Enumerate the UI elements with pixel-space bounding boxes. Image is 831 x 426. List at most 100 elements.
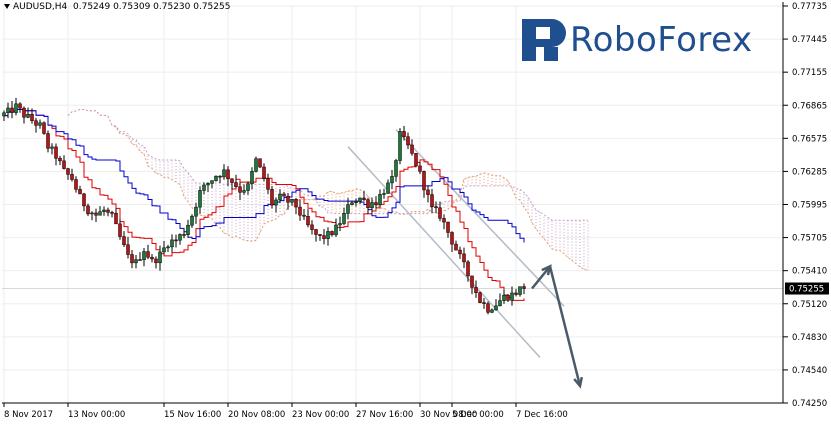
candle [322, 229, 326, 245]
candle [26, 107, 30, 119]
candle-body-bear [54, 146, 58, 159]
y-tick-label: 0.76575 [792, 134, 827, 144]
forecast-arrow-down-head [573, 376, 584, 389]
candle-body-bear [438, 207, 442, 219]
candle-body-bull [334, 224, 338, 236]
candle-body-bear [266, 178, 270, 190]
candle-body-bear [446, 221, 450, 233]
candle [42, 121, 46, 135]
candle [482, 298, 486, 309]
candle-body-bear [22, 107, 26, 118]
candle [502, 289, 506, 304]
candle-body-bull [26, 114, 30, 118]
candle [274, 197, 278, 213]
candle-body-bull [510, 292, 514, 301]
candle-body-bear [314, 229, 318, 235]
candle-body-bear [130, 254, 134, 264]
candle [446, 221, 450, 238]
candle-body-bear [414, 153, 418, 167]
candle-body-bear [430, 194, 434, 207]
x-tick-label: 15 Nov 16:00 [164, 410, 221, 420]
candle [50, 143, 54, 155]
forecast-arrow-up [531, 265, 551, 290]
candle [478, 291, 482, 304]
candle-body-bear [66, 168, 70, 175]
candle [486, 301, 490, 315]
candle [454, 240, 458, 251]
candle [342, 207, 346, 226]
candle [298, 199, 302, 221]
candle [426, 185, 430, 203]
candle-body-bear [478, 292, 482, 303]
candle [462, 247, 466, 269]
candle-body-bear [154, 258, 158, 264]
candle-body-bull [222, 169, 226, 178]
candle-body-bull [370, 202, 374, 209]
candle [450, 231, 454, 253]
candle [170, 234, 174, 253]
candle-body-bear [506, 294, 510, 301]
candle-body-bull [498, 300, 502, 307]
candle-body-bull [350, 202, 354, 205]
candle [278, 189, 282, 204]
candle-body-bull [142, 251, 146, 261]
candle-body-bear [118, 223, 122, 237]
candle-body-bear [330, 231, 334, 236]
candle [110, 210, 114, 218]
candle [238, 182, 242, 201]
candle-body-bull [338, 223, 342, 226]
ohlc-values: 0.75249 0.75309 0.75230 0.75255 [73, 2, 231, 12]
candle-body-bull [158, 251, 162, 264]
candle-body-bear [462, 253, 466, 263]
candle-body-bear [138, 259, 142, 261]
candle [34, 117, 38, 133]
candle-body-bear [482, 302, 486, 304]
candle-body-bull [290, 199, 294, 203]
logo-mark-icon [522, 19, 566, 61]
candle-body-bull [98, 211, 102, 216]
candle [134, 255, 138, 269]
candle [54, 143, 58, 166]
candle-body-bull [2, 112, 6, 117]
candle-body-bull [346, 204, 350, 214]
candle [114, 208, 118, 225]
candle-body-bear [106, 209, 110, 213]
candle [434, 201, 438, 214]
candle-body-bear [322, 235, 326, 239]
candle [306, 209, 310, 228]
dropdown-triangle-icon[interactable] [4, 4, 10, 9]
candle [330, 230, 334, 237]
candle [402, 126, 406, 141]
candle [82, 192, 86, 212]
candle-body-bull [194, 206, 198, 217]
candle-body-bull [162, 247, 166, 253]
y-tick-label: 0.74250 [792, 399, 827, 409]
candle [338, 216, 342, 232]
forecast-arrow-down [548, 265, 582, 387]
candle-body-bear [486, 303, 490, 313]
candle-body-bear [454, 243, 458, 251]
candle-body-bear [46, 133, 50, 149]
candle [86, 203, 90, 217]
candle-body-bull [170, 239, 174, 248]
candle-body-bear [34, 120, 38, 126]
candle-body-bear [434, 206, 438, 209]
candle [318, 234, 322, 241]
channel-upper-line [395, 129, 565, 307]
candle [30, 108, 34, 124]
candle [186, 219, 190, 238]
candle [302, 208, 306, 220]
kijun-sen-line [4, 108, 525, 243]
candle [94, 208, 98, 222]
x-tick-label: 20 Nov 08:00 [228, 410, 285, 420]
candle [414, 153, 418, 168]
candle [510, 286, 514, 306]
candle [130, 249, 134, 269]
y-tick-label: 0.77735 [792, 2, 827, 12]
candle-body-bear [70, 174, 74, 180]
candle-body-bear [126, 244, 130, 255]
x-tick-label: 30 Nov 08:00 [420, 410, 477, 420]
candle [266, 173, 270, 194]
candle [362, 190, 366, 202]
candle-body-bear [362, 197, 366, 200]
